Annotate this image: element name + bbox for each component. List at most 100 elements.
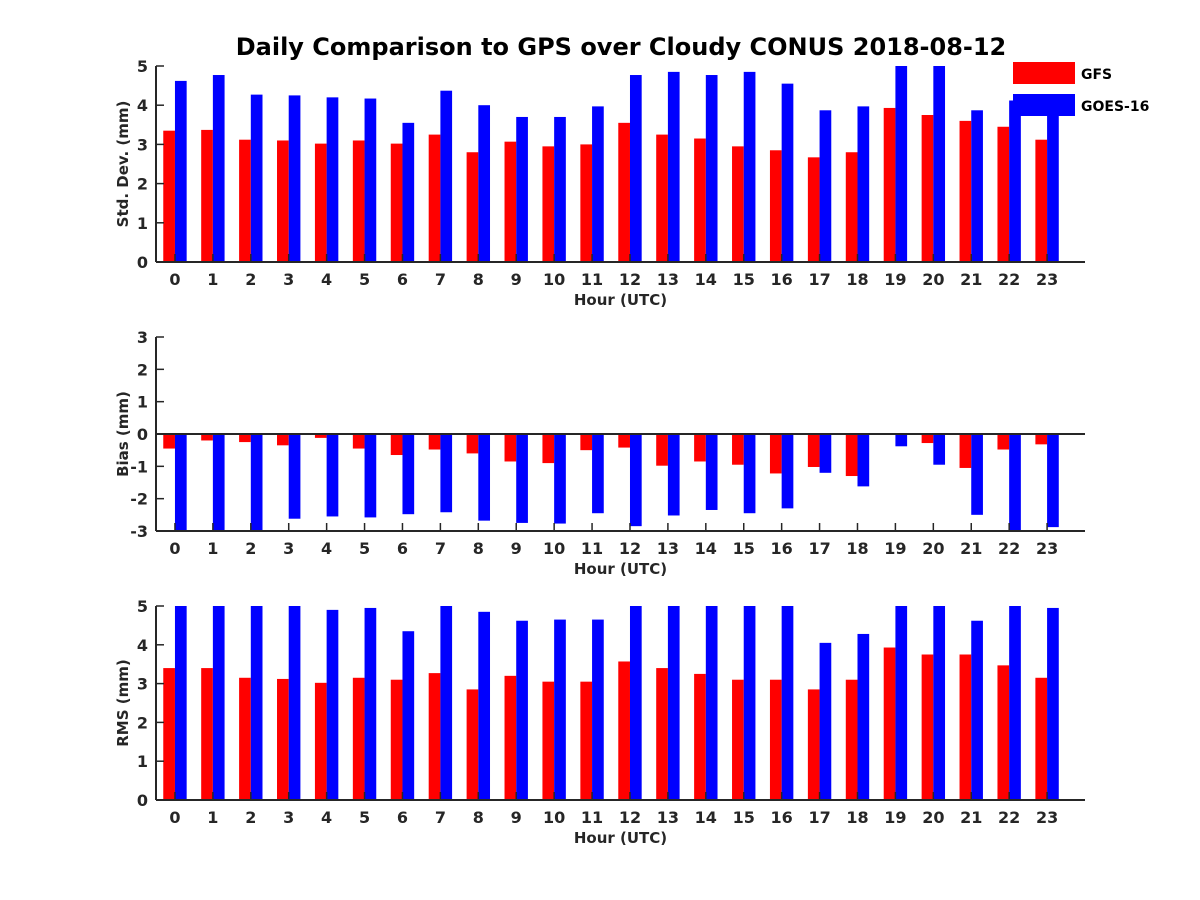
bar-goes16-8 (478, 434, 491, 521)
x-tick-label: 10 (543, 808, 565, 827)
x-tick-label: 18 (846, 270, 868, 289)
x-tick-label: 4 (321, 270, 332, 289)
legend: GFS GOES-16 (1013, 62, 1149, 116)
y-tick-label: 4 (137, 636, 148, 655)
x-tick-label: 15 (733, 270, 755, 289)
x-tick-label: 13 (657, 270, 679, 289)
x-tick-label: 9 (511, 539, 522, 558)
bar-gfs-21 (959, 654, 972, 800)
x-tick-label: 0 (169, 539, 180, 558)
x-tick-label: 8 (473, 539, 484, 558)
x-tick-label: 22 (998, 808, 1020, 827)
bar-gfs-7 (428, 434, 441, 450)
bar-goes16-7 (440, 434, 453, 513)
x-tick-label: 9 (511, 808, 522, 827)
bar-gfs-7 (428, 134, 441, 262)
bar-goes16-1 (212, 434, 225, 531)
x-tick-label: 14 (695, 808, 717, 827)
x-tick-label: 21 (960, 270, 982, 289)
bar-gfs-4 (314, 434, 327, 438)
bar-gfs-3 (277, 434, 289, 446)
y-tick-label: 2 (137, 713, 148, 732)
bar-goes16-16 (781, 434, 794, 509)
y-axis-label: RMS (mm) (114, 659, 132, 746)
y-tick-label: 2 (137, 360, 148, 379)
x-tick-label: 19 (884, 808, 906, 827)
x-tick-label: 16 (771, 808, 793, 827)
bar-gfs-18 (845, 434, 858, 477)
bar-gfs-12 (618, 434, 630, 448)
bar-gfs-8 (466, 434, 479, 454)
y-tick-label: 3 (137, 675, 148, 694)
bar-goes16-14 (705, 606, 718, 800)
x-tick-label: 12 (619, 270, 641, 289)
x-tick-label: 21 (960, 808, 982, 827)
bar-goes16-17 (819, 642, 832, 800)
bar-gfs-15 (732, 146, 744, 262)
bar-gfs-9 (504, 675, 517, 800)
bar-goes16-1 (212, 606, 225, 800)
bar-goes16-0 (174, 606, 187, 800)
bar-goes16-12 (629, 75, 642, 263)
bar-goes16-11 (592, 434, 604, 514)
bar-gfs-12 (618, 122, 630, 262)
bar-gfs-22 (997, 434, 1010, 450)
bar-gfs-3 (277, 140, 289, 262)
x-tick-label: 12 (619, 539, 641, 558)
x-tick-label: 4 (321, 808, 332, 827)
bar-gfs-5 (352, 677, 365, 800)
y-tick-label: 1 (137, 393, 148, 412)
bar-gfs-2 (239, 677, 251, 800)
x-tick-label: 20 (922, 539, 944, 558)
x-tick-label: 11 (581, 808, 603, 827)
bar-gfs-20 (921, 115, 934, 262)
x-axis-label: Hour (UTC) (574, 829, 667, 847)
legend-label-goes16: GOES-16 (1081, 99, 1149, 115)
x-tick-label: 10 (543, 270, 565, 289)
bar-gfs-20 (921, 654, 934, 800)
x-tick-label: 11 (581, 270, 603, 289)
bar-goes16-0 (174, 80, 187, 263)
x-tick-label: 13 (657, 539, 679, 558)
bar-goes16-21 (971, 434, 983, 515)
bar-gfs-3 (277, 678, 289, 800)
x-tick-label: 14 (695, 539, 717, 558)
x-tick-label: 15 (733, 808, 755, 827)
x-tick-label: 1 (207, 270, 218, 289)
y-tick-label: 5 (137, 597, 148, 616)
bar-gfs-11 (580, 434, 593, 451)
bar-gfs-8 (466, 152, 479, 262)
bar-gfs-4 (314, 682, 327, 800)
bar-gfs-22 (997, 126, 1010, 262)
bar-gfs-17 (807, 434, 820, 467)
bar-gfs-7 (428, 673, 441, 800)
bar-goes16-9 (516, 116, 528, 263)
bar-goes16-20 (933, 66, 946, 262)
x-tick-label: 13 (657, 808, 679, 827)
bar-gfs-13 (656, 434, 668, 466)
bar-gfs-17 (807, 157, 820, 262)
bar-goes16-3 (288, 95, 301, 263)
bar-goes16-17 (819, 434, 832, 473)
bar-goes16-11 (592, 619, 604, 800)
y-axis-label: Bias (mm) (114, 391, 132, 477)
x-tick-label: 6 (397, 808, 408, 827)
bar-gfs-14 (694, 138, 706, 262)
legend-swatch-gfs (1013, 62, 1075, 84)
bar-gfs-18 (845, 152, 858, 262)
bar-goes16-19 (895, 434, 908, 447)
x-tick-label: 2 (245, 539, 256, 558)
bar-goes16-22 (1009, 434, 1021, 531)
x-tick-label: 23 (1036, 539, 1058, 558)
bar-gfs-10 (542, 146, 555, 262)
x-tick-label: 5 (359, 539, 370, 558)
bar-gfs-1 (201, 434, 213, 441)
x-tick-label: 4 (321, 539, 332, 558)
bar-gfs-23 (1035, 434, 1048, 445)
bar-gfs-11 (580, 681, 593, 800)
x-tick-label: 14 (695, 270, 717, 289)
x-tick-label: 17 (808, 270, 830, 289)
x-tick-label: 10 (543, 539, 565, 558)
